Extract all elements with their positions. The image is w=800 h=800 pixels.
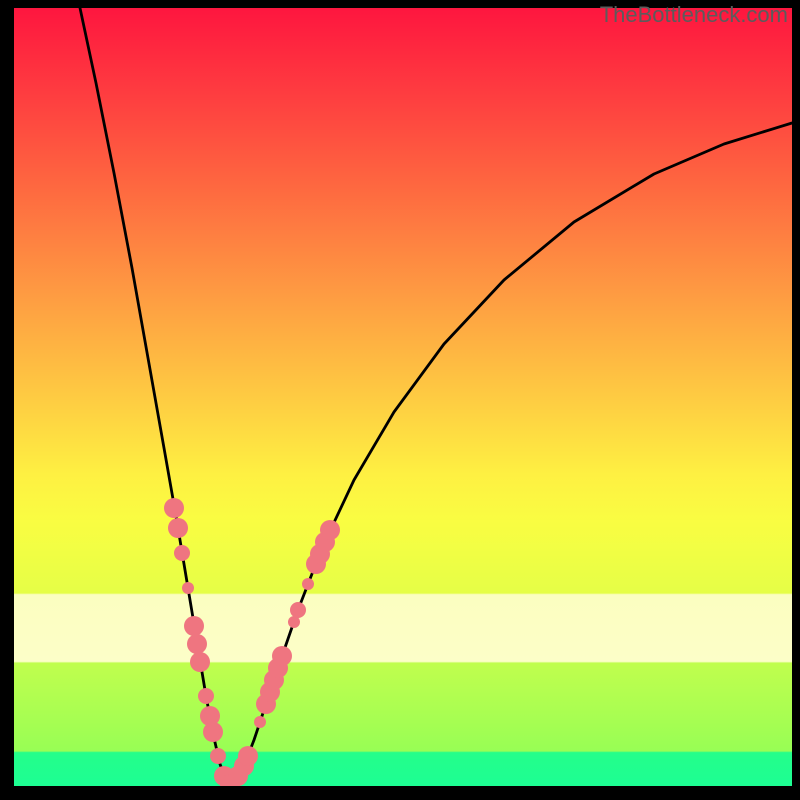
data-marker: [187, 634, 207, 654]
data-marker: [198, 688, 214, 704]
plot-area: [14, 8, 792, 786]
data-marker: [168, 518, 188, 538]
data-marker: [210, 748, 226, 764]
bottleneck-curve-right: [230, 123, 792, 784]
border-left: [0, 0, 14, 800]
data-marker: [184, 616, 204, 636]
data-marker: [320, 520, 340, 540]
data-marker: [302, 578, 314, 590]
data-marker: [182, 582, 194, 594]
border-right: [792, 0, 800, 800]
data-marker: [254, 716, 266, 728]
data-marker: [290, 602, 306, 618]
data-marker: [174, 545, 190, 561]
curve-layer: [14, 8, 792, 786]
data-marker: [272, 646, 292, 666]
watermark-text: TheBottleneck.com: [600, 2, 788, 28]
data-marker: [203, 722, 223, 742]
data-marker: [238, 746, 258, 766]
data-marker: [164, 498, 184, 518]
data-marker: [190, 652, 210, 672]
border-bottom: [0, 786, 800, 800]
